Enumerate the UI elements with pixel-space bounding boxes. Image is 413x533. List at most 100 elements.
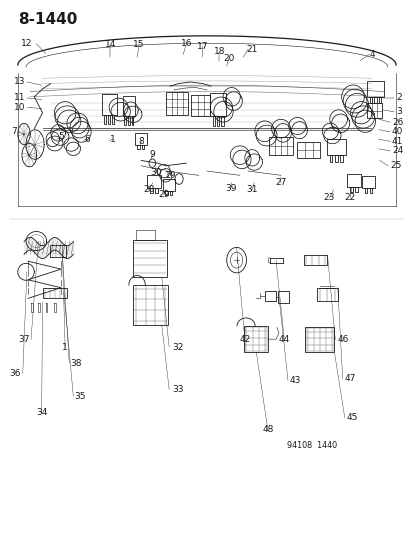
Text: 37: 37 <box>18 335 29 344</box>
Text: 30: 30 <box>150 167 161 176</box>
Text: 16: 16 <box>180 39 192 49</box>
Bar <box>50 245 65 257</box>
Text: 19: 19 <box>165 171 176 180</box>
Bar <box>133 285 168 325</box>
Bar <box>378 97 380 103</box>
Text: 14: 14 <box>104 41 116 50</box>
Bar <box>329 155 332 161</box>
Text: 40: 40 <box>391 127 402 136</box>
Text: 10: 10 <box>14 103 25 112</box>
Bar <box>131 116 133 125</box>
Bar <box>112 115 114 124</box>
Bar <box>155 188 157 193</box>
Text: 5: 5 <box>58 132 64 141</box>
Bar <box>369 97 371 103</box>
Bar <box>128 116 129 125</box>
Text: 44: 44 <box>278 335 289 344</box>
Bar <box>135 133 146 144</box>
Bar <box>210 93 225 116</box>
Text: 39: 39 <box>225 183 236 192</box>
Text: 22: 22 <box>344 193 355 202</box>
Text: 7: 7 <box>11 127 17 136</box>
Bar <box>244 327 266 351</box>
Text: 2: 2 <box>395 93 401 102</box>
Bar <box>277 291 289 303</box>
Bar <box>102 94 116 115</box>
Bar <box>165 191 167 195</box>
Bar <box>191 95 209 116</box>
Bar <box>150 188 152 193</box>
Text: 24: 24 <box>391 147 402 156</box>
Text: 35: 35 <box>74 392 86 401</box>
Bar <box>166 92 188 115</box>
Bar <box>133 240 166 277</box>
Bar <box>243 326 267 352</box>
Text: 3: 3 <box>395 107 401 116</box>
Bar <box>346 174 360 187</box>
Text: 41: 41 <box>391 137 402 146</box>
Text: 42: 42 <box>239 335 250 344</box>
Bar <box>122 96 135 116</box>
Bar <box>369 188 371 193</box>
Text: 45: 45 <box>346 413 357 422</box>
Bar <box>303 255 327 265</box>
Text: 8-1440: 8-1440 <box>18 12 77 27</box>
Bar <box>268 136 293 155</box>
Text: 18: 18 <box>213 47 225 56</box>
Bar <box>366 81 383 97</box>
Text: 27: 27 <box>275 178 286 187</box>
Text: 1: 1 <box>110 135 116 144</box>
Text: 15: 15 <box>133 41 145 50</box>
Text: 12: 12 <box>21 39 32 49</box>
Text: 32: 32 <box>172 343 183 352</box>
Text: 9: 9 <box>149 150 155 159</box>
Text: 34: 34 <box>36 408 47 417</box>
Text: 17: 17 <box>197 42 208 51</box>
Text: 33: 33 <box>172 385 183 394</box>
Text: 6: 6 <box>85 135 90 144</box>
Bar <box>355 187 358 192</box>
Text: 8: 8 <box>138 138 144 147</box>
Text: 20: 20 <box>223 54 234 62</box>
Text: 36: 36 <box>9 369 21 378</box>
Bar <box>108 115 110 124</box>
Bar <box>163 179 174 191</box>
Bar <box>212 116 214 126</box>
Bar <box>297 142 319 158</box>
Bar <box>221 116 223 126</box>
Bar <box>366 103 381 118</box>
Text: 31: 31 <box>246 185 257 194</box>
Bar <box>124 116 126 125</box>
Bar <box>147 175 160 188</box>
Text: 48: 48 <box>261 425 273 434</box>
Bar <box>339 155 342 161</box>
Bar <box>334 155 337 161</box>
Text: 1: 1 <box>62 343 68 352</box>
Text: 94108  1440: 94108 1440 <box>287 441 337 450</box>
Bar <box>142 144 144 149</box>
Bar <box>169 191 172 195</box>
Bar <box>364 188 366 193</box>
Bar <box>326 139 345 155</box>
Text: 21: 21 <box>245 45 257 54</box>
Bar <box>373 97 376 103</box>
Bar <box>216 116 219 126</box>
Text: 26: 26 <box>391 118 402 127</box>
Bar <box>104 115 106 124</box>
Bar <box>136 230 154 240</box>
Bar <box>305 328 333 351</box>
Bar <box>304 327 334 352</box>
Text: 28: 28 <box>142 185 154 194</box>
Bar <box>361 176 374 188</box>
Text: 38: 38 <box>70 359 82 367</box>
Text: 47: 47 <box>344 374 355 383</box>
Bar <box>349 187 352 192</box>
Bar <box>265 292 275 301</box>
Text: 11: 11 <box>14 93 25 102</box>
Text: 4: 4 <box>368 50 374 59</box>
Bar <box>43 288 67 298</box>
Text: 25: 25 <box>389 161 400 170</box>
Text: 43: 43 <box>289 376 300 385</box>
Text: 13: 13 <box>14 77 25 86</box>
Bar <box>316 288 337 301</box>
